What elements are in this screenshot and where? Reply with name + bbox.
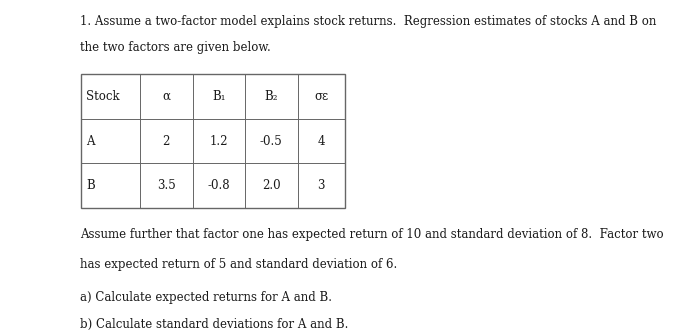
Text: 1. Assume a two-factor model explains stock returns.  Regression estimates of st: 1. Assume a two-factor model explains st…: [80, 15, 657, 28]
Text: 3.5: 3.5: [157, 179, 176, 192]
Text: -0.8: -0.8: [207, 179, 230, 192]
Text: 2.0: 2.0: [262, 179, 281, 192]
Bar: [80, 74, 345, 208]
Text: B₂: B₂: [265, 90, 278, 103]
Text: Stock: Stock: [86, 90, 120, 103]
Text: b) Calculate standard deviations for A and B.: b) Calculate standard deviations for A a…: [80, 318, 349, 330]
Text: 1.2: 1.2: [209, 135, 228, 148]
Text: a) Calculate expected returns for A and B.: a) Calculate expected returns for A and …: [80, 291, 332, 304]
Text: B₁: B₁: [212, 90, 225, 103]
Text: 4: 4: [318, 135, 325, 148]
Text: A: A: [86, 135, 94, 148]
Text: -0.5: -0.5: [260, 135, 283, 148]
Text: α: α: [162, 90, 170, 103]
Text: the two factors are given below.: the two factors are given below.: [80, 41, 272, 54]
Text: B: B: [86, 179, 94, 192]
Text: Assume further that factor one has expected return of 10 and standard deviation : Assume further that factor one has expec…: [80, 228, 664, 241]
Text: σε: σε: [314, 90, 328, 103]
Text: has expected return of 5 and standard deviation of 6.: has expected return of 5 and standard de…: [80, 258, 398, 271]
Text: 3: 3: [318, 179, 325, 192]
Text: 2: 2: [162, 135, 170, 148]
